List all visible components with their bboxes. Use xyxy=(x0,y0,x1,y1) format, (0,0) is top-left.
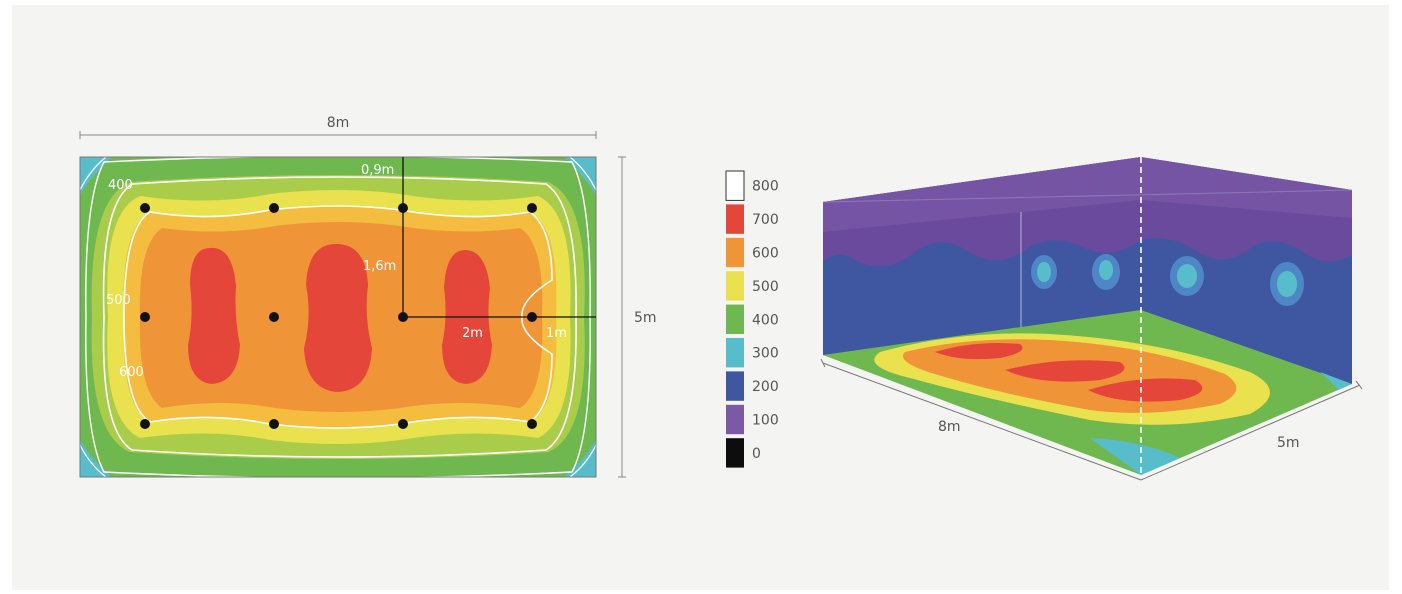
luminaire-dot xyxy=(398,312,408,322)
legend-swatch-300 xyxy=(726,338,744,368)
corner-cyan-bl xyxy=(80,440,112,477)
wall-violet-band-right xyxy=(1141,157,1352,218)
plan-height-label: 5m xyxy=(634,310,657,326)
legend-label-100: 100 xyxy=(752,413,779,429)
luminaire-dot xyxy=(527,312,537,322)
legend-swatch-100 xyxy=(726,404,744,435)
illuminance-figure: 8m 5m xyxy=(12,5,1389,590)
luminaire-dot xyxy=(269,419,279,429)
legend-swatch-400 xyxy=(726,304,744,334)
ceiling-edge xyxy=(822,189,1353,203)
isoline-corner-tr xyxy=(569,157,596,191)
legend-label-300: 300 xyxy=(752,346,779,362)
floor-cyan-corner xyxy=(1090,438,1180,475)
luminaire-dot xyxy=(140,203,150,213)
floor-cyan-right xyxy=(1320,372,1352,390)
legend-swatch-200 xyxy=(726,371,744,401)
spacing-guides xyxy=(402,157,596,318)
contour-label-400: 400 xyxy=(108,178,133,193)
legend-label-700: 700 xyxy=(752,212,779,228)
plan-dimension-width: 8m xyxy=(79,115,597,139)
legend-swatch-700 xyxy=(726,204,744,234)
legend-label-600: 600 xyxy=(752,246,779,262)
floor-red-2 xyxy=(1005,360,1125,382)
isoline-400 xyxy=(85,157,591,477)
isoline-corner-tl xyxy=(80,157,107,191)
luminaire-dot xyxy=(140,419,150,429)
luminaire-dot xyxy=(527,203,537,213)
luminaire-dot xyxy=(527,419,537,429)
wall-hotspots xyxy=(1031,254,1304,306)
legend-swatch-500 xyxy=(726,271,744,301)
floor-red-1 xyxy=(935,343,1023,360)
room-length-label: 8m xyxy=(938,419,961,435)
luminaire-dot xyxy=(398,419,408,429)
corner-cyan-br xyxy=(564,440,596,477)
luminaire-dot xyxy=(398,203,408,213)
room-3d-view: 8m 5m xyxy=(820,157,1363,481)
distance-label-1m: 1m xyxy=(546,326,567,341)
red-blob-2 xyxy=(304,244,372,392)
plan-width-label: 8m xyxy=(327,115,350,131)
luminaire-dot xyxy=(269,203,279,213)
legend-label-200: 200 xyxy=(752,379,779,395)
red-blob-1 xyxy=(188,247,240,384)
illuminance-legend: 800 700 600 500 400 300 200 100 0 xyxy=(725,170,779,468)
room-dimension-length: 8m xyxy=(820,358,1142,481)
corner-cyan-tl xyxy=(80,157,112,195)
wall-violet-band xyxy=(823,157,1141,232)
legend-swatch-0 xyxy=(726,438,744,468)
distance-label-0-9m: 0,9m xyxy=(361,163,394,178)
room-dimension-width: 5m xyxy=(1140,380,1363,481)
corner-cyan-tr xyxy=(564,157,596,195)
legend-label-800: 800 xyxy=(752,179,779,195)
legend-swatch-800 xyxy=(725,170,745,201)
isoline-600 xyxy=(123,205,553,429)
distance-label-1-6m: 1,6m xyxy=(363,259,396,274)
distance-label-2m: 2m xyxy=(462,326,483,341)
floor-red-3 xyxy=(1088,378,1203,402)
legend-swatch-600 xyxy=(726,237,744,268)
legend-label-500: 500 xyxy=(752,279,779,295)
isoline-500 xyxy=(102,176,577,458)
isoline-corner-br xyxy=(569,444,596,477)
legend-label-400: 400 xyxy=(752,312,779,328)
luminaire-dot xyxy=(269,312,279,322)
luminaire-dot xyxy=(140,312,150,322)
isoline-corner-bl xyxy=(80,444,107,477)
contour-label-600: 600 xyxy=(119,365,144,380)
plan-dimension-height: 5m xyxy=(618,156,657,478)
legend-label-0: 0 xyxy=(752,446,761,462)
luminaire-grid xyxy=(140,203,537,429)
contour-label-500: 500 xyxy=(106,293,131,308)
room-width-label: 5m xyxy=(1277,435,1300,451)
